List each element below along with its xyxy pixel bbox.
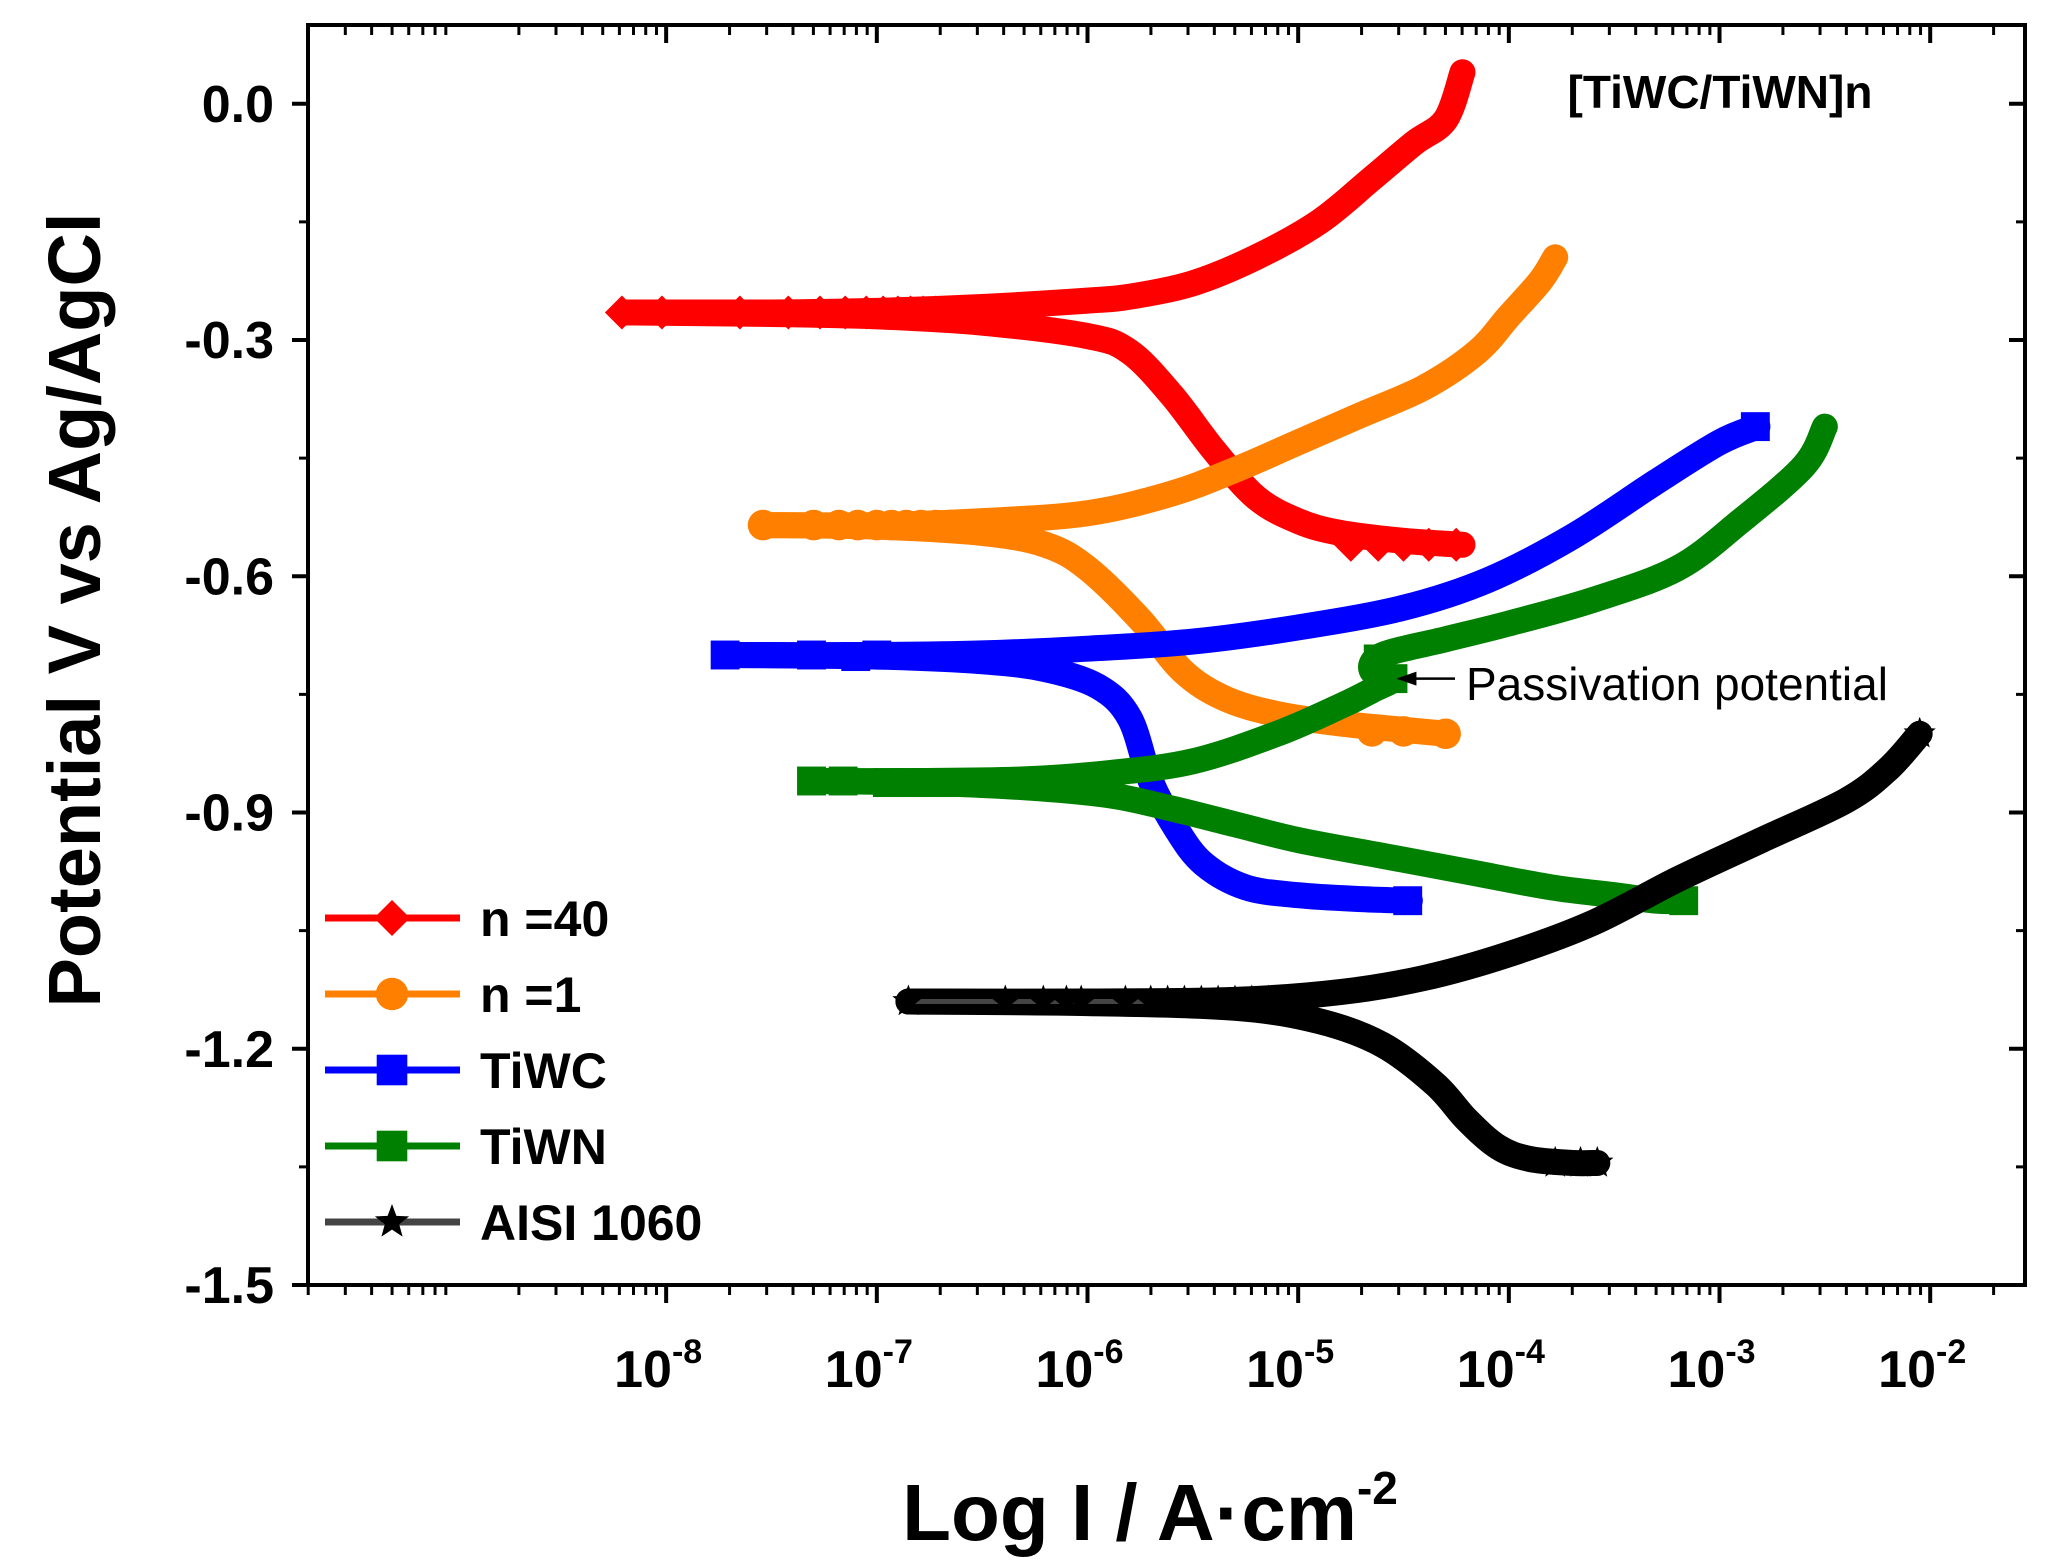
data-point-marker (1235, 984, 1268, 1016)
data-point-marker (862, 640, 892, 670)
data-point-marker (747, 509, 779, 541)
label-layer: 10-8 10-7 10-6 10-5 10-4 10-3 10-2 0.0 -0.3 -0.6 -… (184, 76, 1966, 1399)
data-point-marker (1356, 716, 1388, 747)
data-point-marker (967, 768, 997, 798)
data-point-marker (1581, 1145, 1614, 1177)
legend-label: TiWN (480, 1119, 607, 1175)
legend-marker (376, 1130, 408, 1162)
data-point-marker (1201, 984, 1235, 1016)
series-n-40 (604, 59, 1476, 562)
annotation-label: Passivation potential (1466, 658, 1888, 710)
data-point-marker (828, 295, 863, 330)
legend-entry: n =1 (325, 967, 581, 1023)
data-point-marker (1361, 527, 1396, 562)
legend-entry: TiWC (325, 1043, 607, 1099)
data-point-marker (1050, 984, 1083, 1016)
data-point-marker (1109, 984, 1142, 1016)
data-point-marker (938, 768, 968, 798)
y-tick-label: -1.2 (184, 1021, 274, 1079)
x-tick-label: 10-2 (1878, 1333, 1966, 1399)
series-tiwc (710, 412, 1771, 916)
data-point-marker (802, 295, 837, 330)
legend: n =40 n =1 TiWC TiWN AISI 1060 (325, 891, 702, 1251)
data-point-marker (771, 295, 806, 330)
data-point-marker (1740, 412, 1770, 442)
data-point-marker (1411, 527, 1446, 562)
data-point-marker (1151, 984, 1184, 1016)
legend-marker (375, 977, 409, 1011)
data-point-marker (1333, 527, 1368, 562)
data-point-marker (1168, 984, 1201, 1016)
y-tick-label: -0.3 (184, 312, 274, 370)
data-point-marker (892, 984, 925, 1016)
series-n-1 (747, 244, 1569, 750)
legend-label: n =1 (480, 967, 581, 1023)
chart-title: [TiWC/TiWN]n (1568, 66, 1873, 118)
legend-entry: TiWN (325, 1119, 607, 1175)
x-axis-title-main: Log I / A·cm (902, 1468, 1357, 1557)
passivation-annotation: Passivation potential (1396, 658, 1888, 710)
data-point-marker (722, 295, 757, 330)
data-point-marker (935, 509, 966, 541)
data-point-marker (1393, 886, 1423, 916)
legend-label: AISI 1060 (480, 1195, 702, 1251)
data-point-marker (644, 295, 679, 330)
x-tick-label: 10-5 (1246, 1333, 1334, 1399)
data-point-marker (1439, 527, 1474, 562)
legend-marker (376, 1054, 408, 1086)
data-point-marker (1388, 716, 1419, 747)
series-aisi-1060 (892, 716, 1936, 1177)
data-point-marker (1185, 984, 1218, 1016)
plot-frame (306, 23, 2027, 1287)
data-point-marker (944, 295, 979, 330)
x-tick-label: 10-6 (1035, 1333, 1123, 1399)
data-point-marker (798, 509, 829, 541)
x-tick-label: 10-3 (1667, 1333, 1755, 1399)
data-point-marker (989, 984, 1022, 1016)
series-layer (604, 59, 1936, 1177)
data-point-marker (1386, 527, 1421, 562)
legend-label: n =40 (480, 891, 609, 947)
legend-entry: AISI 1060 (325, 1195, 702, 1251)
data-point-marker (797, 640, 826, 670)
data-point-marker (1218, 984, 1252, 1016)
legend-marker (374, 1204, 410, 1237)
data-point-marker (992, 768, 1022, 798)
data-point-marker (1252, 984, 1285, 1016)
data-point-marker (604, 295, 639, 330)
data-point-marker (797, 766, 826, 796)
data-point-marker (1065, 984, 1098, 1016)
series-cathodic-branch (712, 642, 1423, 914)
x-tick-label: 10-8 (614, 1333, 702, 1399)
data-point-marker (1027, 984, 1060, 1016)
y-tick-label: 0.0 (202, 76, 274, 134)
data-point-marker (1564, 1145, 1597, 1177)
x-tick-label: 10-4 (1457, 1333, 1545, 1399)
data-point-marker (828, 766, 858, 796)
data-point-marker (710, 640, 740, 670)
data-point-marker (1539, 1145, 1572, 1177)
legend-label: TiWC (480, 1043, 607, 1099)
legend-marker (374, 900, 410, 936)
y-axis-title: Potential V vs Ag/AgCl (33, 213, 116, 1008)
tick-layer (292, 25, 2025, 1303)
data-point-marker (1430, 718, 1461, 750)
y-tick-label: -0.6 (184, 548, 274, 606)
y-tick-label: -0.9 (184, 785, 274, 843)
data-point-marker (1903, 716, 1936, 748)
x-tick-label: 10-7 (825, 1333, 913, 1399)
y-tick-label: -1.5 (184, 1257, 274, 1315)
data-point-marker (1018, 768, 1048, 798)
annotation-arrow-head (1396, 671, 1417, 686)
x-axis-title: Log I / A·cm-2 (902, 1462, 1398, 1557)
x-axis-title-superscript: -2 (1357, 1462, 1398, 1514)
data-point-marker (1134, 984, 1167, 1016)
legend-entry: n =40 (325, 891, 609, 947)
